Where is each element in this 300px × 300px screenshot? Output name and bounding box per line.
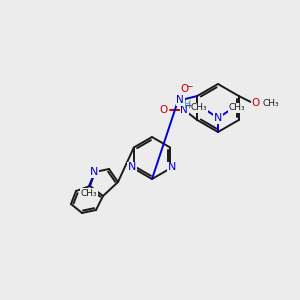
Text: N: N <box>128 163 136 172</box>
Text: O: O <box>252 98 260 108</box>
Text: H: H <box>184 100 191 110</box>
Text: CH₃: CH₃ <box>191 103 207 112</box>
Text: −: − <box>185 82 193 91</box>
Text: CH₃: CH₃ <box>262 98 279 107</box>
Text: N: N <box>168 163 176 172</box>
Text: N: N <box>176 95 184 105</box>
Text: N: N <box>180 105 188 115</box>
Text: N: N <box>214 113 222 123</box>
Text: O: O <box>159 105 167 115</box>
Text: O: O <box>180 84 188 94</box>
Text: +: + <box>185 101 191 110</box>
Text: CH₃: CH₃ <box>229 103 245 112</box>
Text: CH₃: CH₃ <box>81 188 97 197</box>
Text: N: N <box>90 167 98 177</box>
